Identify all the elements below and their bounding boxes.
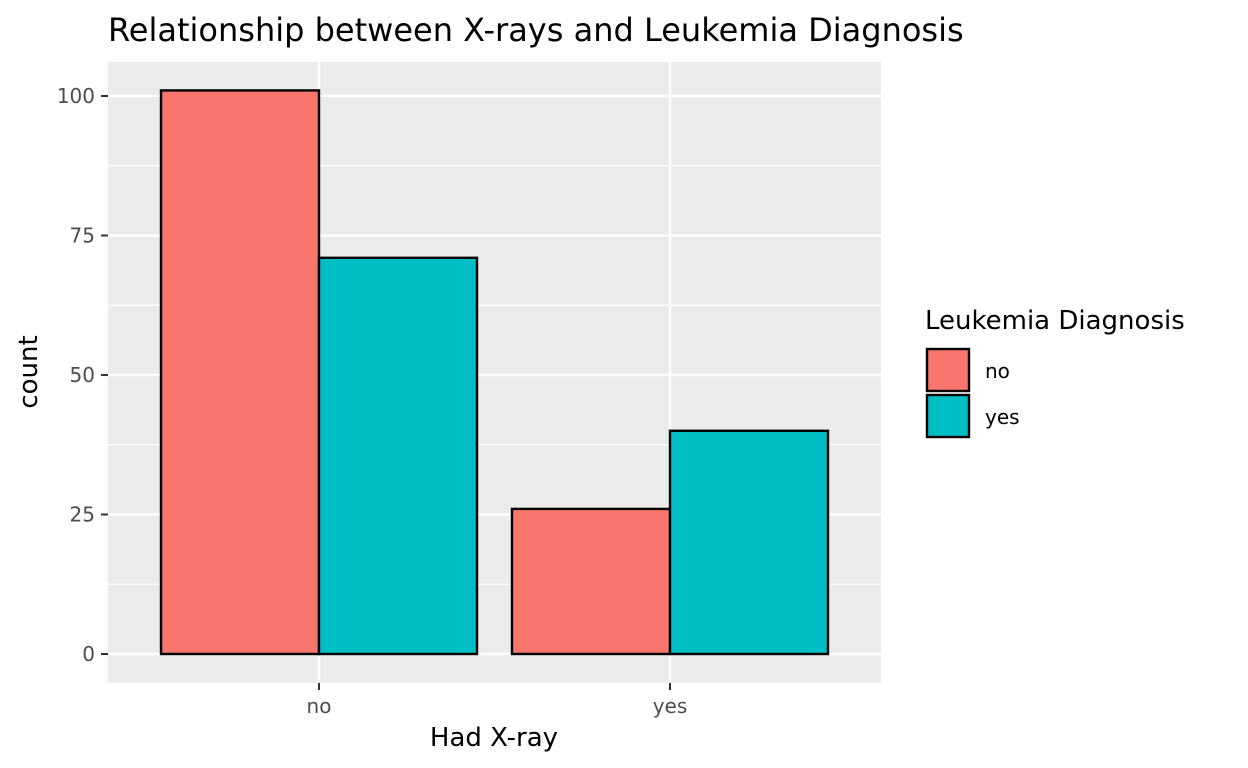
y-tick-label: 75 — [70, 224, 95, 248]
y-tick-label: 0 — [82, 642, 95, 666]
legend-key-yes — [925, 393, 971, 439]
y-axis-title: count — [14, 335, 44, 408]
bar-yes-yes — [668, 429, 830, 656]
x-tick-label: yes — [653, 694, 688, 718]
legend-key-no — [925, 347, 971, 393]
chart-title: Relationship between X-rays and Leukemia… — [108, 11, 964, 49]
x-axis: no yes — [307, 683, 688, 718]
legend: Leukemia Diagnosis no yes — [925, 306, 1185, 439]
bars — [159, 89, 830, 656]
y-tick-label: 25 — [70, 503, 95, 527]
bar-no-no — [159, 89, 321, 656]
bar-no-yes — [317, 256, 479, 656]
x-tick-label: no — [307, 694, 332, 718]
y-axis: 0 25 50 75 100 — [57, 84, 108, 666]
legend-title: Leukemia Diagnosis — [925, 306, 1185, 336]
y-tick-label: 100 — [57, 84, 95, 108]
legend-label: no — [985, 359, 1010, 383]
y-tick-label: 50 — [70, 363, 95, 387]
legend-label: yes — [985, 405, 1020, 429]
x-axis-title: Had X-ray — [430, 723, 558, 753]
bar-yes-no — [510, 507, 672, 656]
